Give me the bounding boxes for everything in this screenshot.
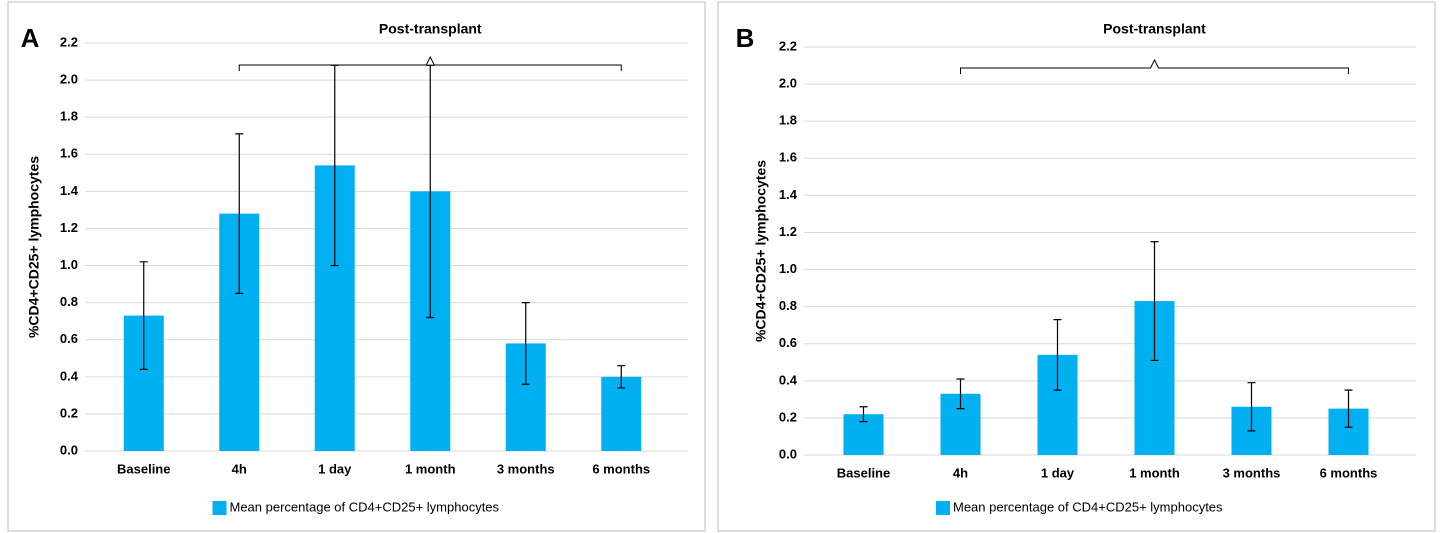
y-tick-label: 1.0 — [60, 257, 78, 272]
y-tick-label: 0.2 — [60, 405, 78, 420]
error-bar — [235, 133, 244, 294]
y-tick-label: 0.8 — [779, 298, 797, 313]
y-axis-label: %CD4+CD25+ lymphocytes — [26, 156, 42, 338]
y-tick-label: 1.6 — [779, 150, 797, 165]
y-tick-label: 1.2 — [60, 220, 78, 235]
legend-label: Mean percentage of CD4+CD25+ lymphocytes — [953, 499, 1223, 514]
y-tick-label: 1.6 — [60, 146, 78, 161]
panel-label: A — [21, 23, 40, 53]
y-tick-label: 2.2 — [779, 38, 797, 53]
error-bar — [521, 302, 530, 385]
error-bar — [617, 365, 626, 389]
error-bar — [956, 378, 965, 410]
x-tick-label: 4h — [232, 461, 247, 476]
y-tick-label: 0.0 — [779, 446, 797, 461]
y-tick-label: 2.2 — [60, 34, 78, 49]
error-bar — [1150, 241, 1159, 362]
y-tick-label: 0.6 — [60, 331, 78, 346]
legend-swatch — [212, 501, 227, 515]
y-tick-label: 1.4 — [779, 187, 798, 202]
error-bar — [1344, 389, 1353, 428]
error-bar — [1053, 319, 1062, 391]
y-tick-label: 2.0 — [779, 76, 797, 91]
bracket — [238, 55, 622, 71]
panel-frame — [7, 1, 706, 532]
y-tick-label: 1.4 — [60, 183, 79, 198]
x-tick-label: 1 month — [405, 461, 456, 476]
y-tick-label: 0.2 — [779, 409, 797, 424]
y-tick-label: 2.0 — [60, 72, 78, 87]
y-tick-label: 1.8 — [60, 109, 78, 124]
panel-label: B — [736, 23, 755, 53]
y-tick-label: 0.0 — [60, 442, 78, 457]
y-tick-label: 1.8 — [779, 113, 797, 128]
y-axis-label: %CD4+CD25+ lymphocytes — [753, 160, 769, 342]
bar — [601, 376, 642, 451]
x-tick-label: 3 months — [1223, 465, 1281, 480]
x-tick-label: 6 months — [1320, 465, 1378, 480]
error-bar — [426, 64, 435, 319]
y-tick-label: 0.4 — [60, 368, 79, 383]
x-tick-label: 1 day — [1041, 465, 1075, 480]
y-tick-label: 0.4 — [779, 372, 798, 387]
legend-label: Mean percentage of CD4+CD25+ lymphocytes — [230, 499, 500, 514]
x-tick-label: 1 month — [1129, 465, 1180, 480]
x-tick-label: 6 months — [592, 461, 650, 476]
annotation: Post-transplant — [379, 21, 482, 37]
error-bar — [139, 261, 148, 370]
y-tick-label: 1.2 — [779, 224, 797, 239]
y-tick-label: 0.8 — [60, 294, 78, 309]
bracket — [960, 58, 1349, 74]
x-tick-label: 1 day — [318, 461, 352, 476]
y-tick-label: 0.6 — [779, 335, 797, 350]
legend-swatch — [936, 501, 950, 515]
x-tick-label: 3 months — [497, 461, 555, 476]
error-bar — [1247, 382, 1256, 432]
annotation: Post-transplant — [1103, 21, 1206, 37]
y-tick-label: 1.0 — [779, 261, 797, 276]
x-tick-label: Baseline — [837, 465, 890, 480]
x-tick-label: 4h — [953, 465, 968, 480]
error-bar — [859, 406, 868, 423]
x-tick-label: Baseline — [117, 461, 170, 476]
